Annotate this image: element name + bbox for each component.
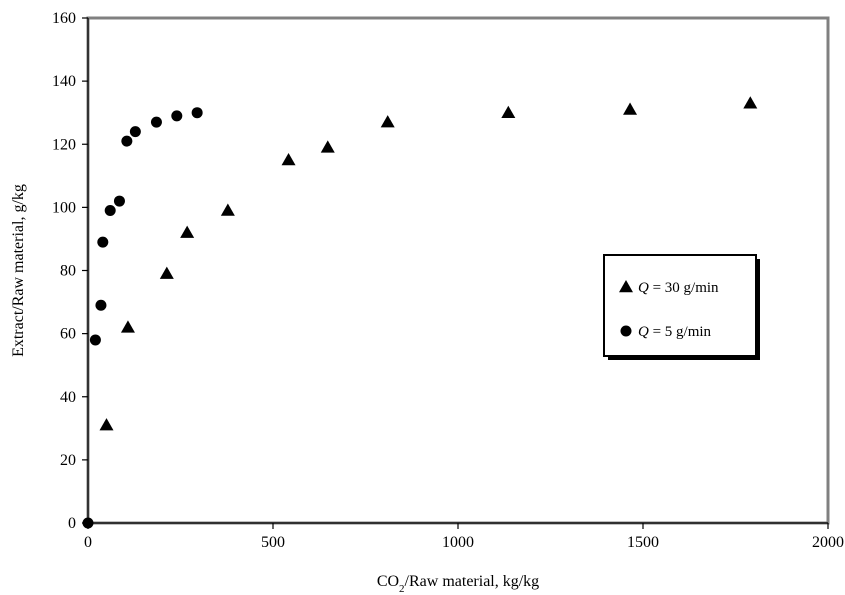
y-axis-ticks: 0 20 40 60 80 100 120 140 160 (52, 10, 88, 532)
series-1 (99, 96, 758, 431)
legend-item: Q = 5 g/min (620, 324, 712, 340)
legend-circle-marker (620, 325, 632, 337)
legend-label-text: = 5 g/min (649, 324, 712, 340)
y-tick-label: 40 (60, 389, 76, 406)
legend-item: Q = 30 g/min (619, 280, 719, 296)
x-axis-title: CO2/Raw material, kg/kg (377, 573, 539, 595)
x-tick-label: 1500 (627, 534, 659, 551)
x-axis-title-suffix: /Raw material, kg/kg (405, 573, 540, 590)
data-point-triangle (120, 320, 135, 333)
legend-label-text: = 30 g/min (649, 280, 719, 296)
data-point-triangle (320, 140, 335, 153)
x-axis-title-subscript: 2 (399, 583, 405, 595)
data-point-circle (150, 116, 162, 128)
data-point-triangle (501, 105, 516, 118)
x-tick-label: 2000 (812, 534, 844, 551)
data-point-triangle (281, 153, 296, 166)
data-point-circle (171, 110, 183, 122)
series-2 (82, 107, 203, 529)
y-tick-label: 60 (60, 326, 76, 343)
data-points (82, 96, 758, 529)
y-tick-label: 160 (52, 10, 76, 27)
x-axis-title-prefix: CO (377, 573, 399, 590)
legend-label: Q = 5 g/min (638, 324, 712, 340)
data-point-triangle (159, 266, 174, 279)
y-tick-label: 100 (52, 199, 76, 216)
x-axis-ticks: 0 500 1000 1500 2000 (84, 523, 844, 551)
y-axis-title: Extract/Raw material, g/kg (10, 184, 27, 357)
legend-label: Q = 30 g/min (638, 280, 719, 296)
data-point-triangle (743, 96, 758, 109)
data-point-circle (97, 236, 109, 248)
x-tick-label: 1000 (442, 534, 474, 551)
data-point-triangle (623, 102, 638, 115)
data-point-circle (95, 299, 107, 311)
data-point-triangle (380, 115, 395, 128)
x-tick-label: 0 (84, 534, 92, 551)
legend-label-variable: Q (638, 324, 649, 340)
data-point-circle (82, 517, 94, 529)
data-point-triangle (180, 225, 195, 238)
y-tick-label: 80 (60, 263, 76, 280)
y-tick-label: 120 (52, 136, 76, 153)
data-point-circle (113, 195, 125, 207)
y-tick-label: 140 (52, 73, 76, 90)
data-point-triangle (99, 418, 114, 431)
data-point-circle (129, 126, 141, 138)
data-point-circle (191, 107, 203, 119)
y-tick-label: 0 (68, 515, 76, 532)
data-point-circle (89, 334, 101, 346)
legend-box (603, 254, 757, 357)
legend-label-variable: Q (638, 280, 649, 296)
x-tick-label: 500 (261, 534, 285, 551)
data-point-triangle (220, 203, 235, 216)
data-point-circle (104, 205, 116, 217)
legend-triangle-marker (619, 280, 633, 293)
data-point-circle (121, 135, 133, 147)
y-tick-label: 20 (60, 452, 76, 469)
